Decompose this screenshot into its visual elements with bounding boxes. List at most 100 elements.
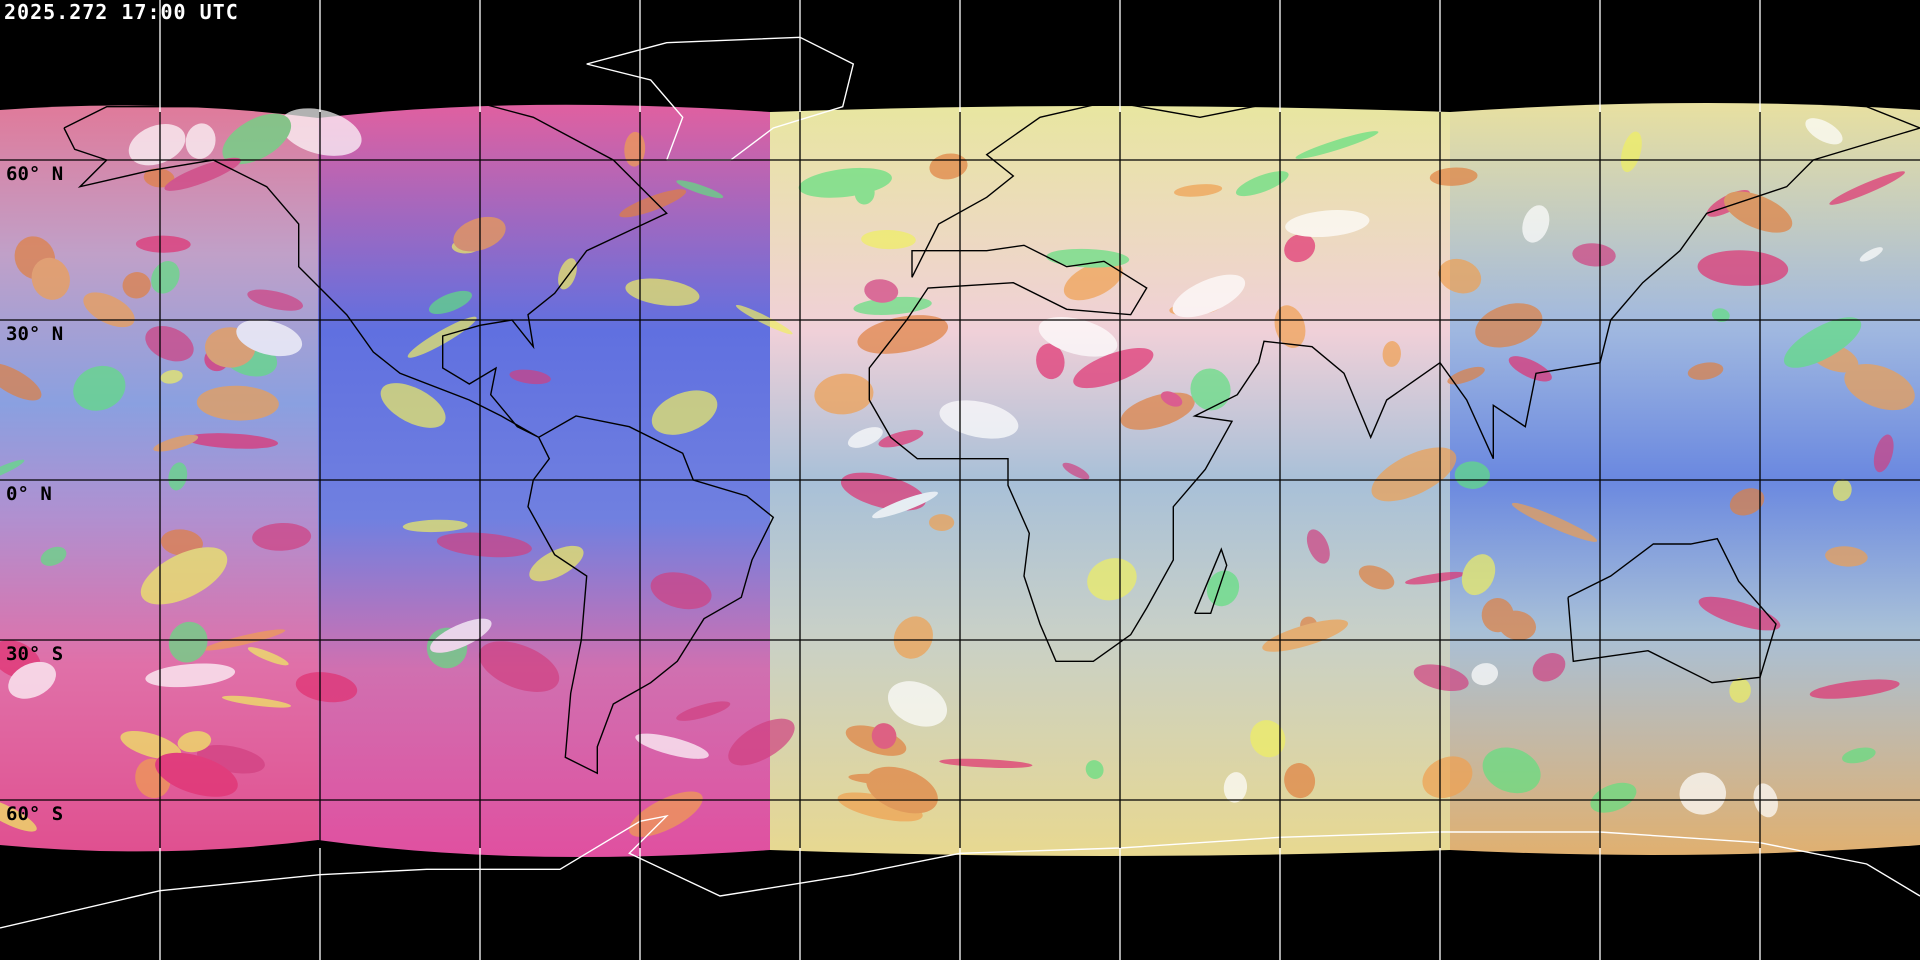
swath-pacific-west bbox=[0, 105, 318, 852]
cloud-patch bbox=[1085, 760, 1104, 779]
cloud-patch bbox=[878, 429, 924, 448]
cloud-patch bbox=[1461, 554, 1496, 596]
cloud-patch bbox=[1274, 305, 1306, 348]
cloud-patch bbox=[1471, 663, 1499, 686]
cloud-patch bbox=[83, 292, 135, 328]
cloud-patch bbox=[252, 522, 312, 551]
cloud-patch bbox=[436, 532, 532, 558]
cloud-patch bbox=[1250, 720, 1286, 758]
cloud-patch bbox=[1687, 362, 1724, 380]
cloud-patch bbox=[1522, 205, 1550, 243]
cloud-patch bbox=[650, 572, 712, 610]
cloud-patch bbox=[872, 491, 938, 519]
coastline-south-america bbox=[527, 415, 775, 775]
cloud-patch bbox=[145, 663, 236, 688]
cloud-patch bbox=[73, 365, 126, 411]
cloud-patch bbox=[1172, 274, 1246, 318]
cloud-patch bbox=[1429, 167, 1478, 186]
cloud-patch bbox=[1063, 261, 1123, 301]
cloud-patch bbox=[814, 373, 874, 415]
cloud-patch bbox=[1859, 247, 1883, 262]
cloud-patch bbox=[676, 180, 724, 199]
cloud-patch bbox=[1087, 558, 1137, 601]
cloud-patch bbox=[857, 315, 949, 354]
cloud-patch bbox=[31, 257, 70, 300]
cloud-patch bbox=[1284, 763, 1316, 799]
cloud-patch bbox=[1447, 366, 1485, 385]
cloud-patch bbox=[1481, 598, 1514, 633]
cloud-patch bbox=[1825, 546, 1868, 567]
cloud-patch bbox=[1729, 488, 1765, 516]
cloud-patch bbox=[1073, 347, 1154, 389]
cloud-patch bbox=[222, 695, 292, 708]
cloud-patch bbox=[1206, 570, 1240, 607]
cloud-patch bbox=[1190, 368, 1231, 411]
cloud-patch bbox=[529, 545, 584, 582]
cloud-patch bbox=[1036, 343, 1065, 380]
cloud-patch bbox=[1841, 747, 1876, 764]
cloud-patch bbox=[509, 369, 551, 385]
coastline-madagascar bbox=[1194, 547, 1228, 614]
cloud-patch bbox=[430, 618, 492, 653]
cloud-patch bbox=[798, 167, 892, 198]
cloud-patch bbox=[143, 168, 175, 188]
cloud-patch bbox=[122, 272, 151, 299]
cloud-patch bbox=[168, 621, 208, 663]
lat-label-60s: 60° S bbox=[6, 803, 64, 825]
cloud-patch bbox=[1679, 772, 1727, 815]
cloud-patch bbox=[222, 113, 292, 165]
cloud-patch bbox=[676, 701, 731, 721]
cloud-patch bbox=[1046, 248, 1130, 268]
cloud-patch bbox=[1475, 303, 1543, 348]
cloud-patch bbox=[1508, 356, 1552, 382]
cloud-patch bbox=[1829, 171, 1905, 205]
cloud-patch bbox=[8, 661, 56, 699]
cloud-patch bbox=[155, 752, 238, 797]
cloud-patch bbox=[629, 791, 703, 837]
cloud-patch bbox=[871, 723, 897, 749]
cloud-patch bbox=[1038, 316, 1118, 357]
lat-label-30n: 30° N bbox=[6, 323, 64, 345]
lat-label-30s: 30° S bbox=[6, 643, 64, 665]
cloud-patch bbox=[160, 370, 183, 384]
cloud-patch bbox=[1382, 341, 1401, 367]
cloud-patch bbox=[428, 290, 472, 315]
cloud-patch bbox=[848, 773, 917, 786]
cloud-patch bbox=[1729, 678, 1751, 703]
cloud-patch bbox=[1284, 233, 1316, 263]
cloud-patch bbox=[128, 124, 186, 166]
cloud-patch bbox=[1454, 461, 1490, 489]
cloud-patch bbox=[1697, 250, 1789, 286]
cloud-patch bbox=[168, 462, 188, 491]
cloud-patch bbox=[1306, 529, 1330, 564]
cloud-patch bbox=[1262, 619, 1349, 652]
cloud-patch bbox=[939, 400, 1019, 439]
cloud-patch bbox=[1482, 747, 1541, 794]
cloud-patch bbox=[0, 798, 37, 832]
cloud-patch bbox=[1572, 243, 1616, 267]
cloud-patch bbox=[651, 390, 718, 435]
cloud-patch bbox=[1174, 184, 1223, 197]
cloud-patch bbox=[893, 616, 933, 659]
lat-label-60n: 60° N bbox=[6, 163, 64, 185]
cloud-patch bbox=[135, 235, 191, 253]
cloud-patch bbox=[1532, 653, 1566, 682]
cloud-patch bbox=[1511, 502, 1598, 542]
cloud-patch bbox=[1783, 317, 1862, 368]
cloud-patch bbox=[1422, 756, 1473, 799]
cloud-patch bbox=[164, 157, 241, 191]
cloud-patch bbox=[196, 385, 279, 421]
cloud-patch bbox=[402, 519, 468, 533]
coastline-north-america bbox=[63, 95, 668, 438]
cloud-patch bbox=[0, 459, 25, 483]
cloud-patch bbox=[728, 718, 795, 766]
cloud-patch bbox=[1413, 664, 1469, 692]
cloud-patch bbox=[1358, 565, 1395, 590]
cloud-patch bbox=[153, 434, 199, 452]
cloud-patch bbox=[887, 681, 948, 727]
cloud-patch bbox=[140, 547, 228, 605]
cloud-patch bbox=[185, 123, 216, 159]
cloud-patch bbox=[1371, 447, 1457, 502]
